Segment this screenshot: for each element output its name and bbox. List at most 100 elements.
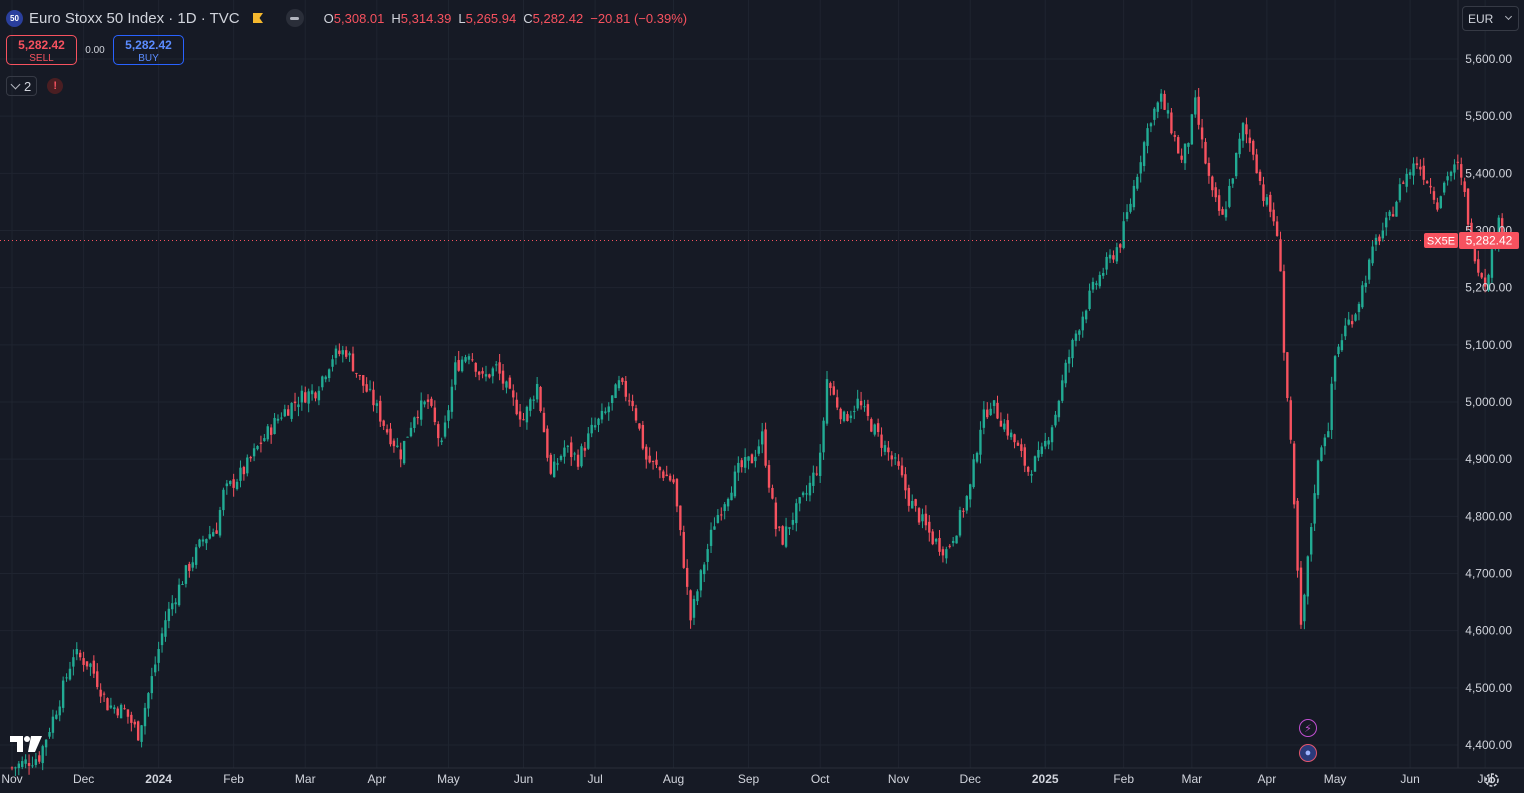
- candle: [1241, 121, 1245, 148]
- candle: [460, 356, 464, 373]
- candle: [1149, 122, 1153, 133]
- price-scale[interactable]: 5,600.005,500.005,400.005,300.005,200.00…: [1465, 52, 1512, 752]
- candle: [604, 407, 607, 415]
- candle: [34, 753, 38, 768]
- candle: [989, 402, 992, 417]
- candle: [409, 422, 413, 438]
- candle: [1108, 249, 1112, 264]
- candle: [1057, 399, 1061, 422]
- candle: [1245, 117, 1248, 144]
- candle: [171, 595, 174, 616]
- buy-label: BUY: [138, 52, 159, 64]
- candle: [665, 465, 668, 477]
- candle: [1354, 312, 1357, 322]
- warning-icon[interactable]: !: [47, 78, 64, 94]
- candle: [679, 505, 682, 536]
- sell-label: SELL: [29, 52, 54, 64]
- candle: [645, 444, 648, 469]
- flag-icon[interactable]: [252, 12, 264, 24]
- candle: [1292, 441, 1296, 509]
- index-badge: 50: [6, 9, 23, 27]
- sell-button[interactable]: 5,282.42 SELL: [6, 35, 77, 65]
- change-value: −20.81 (−0.39%): [590, 10, 688, 26]
- symbol-legend[interactable]: 50 Euro Stoxx 50 Index · 1D · TVC O5,308…: [6, 8, 687, 28]
- candle: [372, 381, 375, 412]
- candle: [1453, 159, 1456, 180]
- candle: [160, 627, 164, 653]
- candle: [136, 720, 140, 741]
- candle: [1020, 438, 1023, 458]
- ticker-tag: [1424, 233, 1458, 249]
- candle: [1217, 189, 1221, 216]
- candle: [675, 478, 679, 513]
- candle: [1310, 523, 1313, 562]
- candle: [542, 407, 546, 433]
- candle: [907, 484, 911, 512]
- price-tick-label: 5,100.00: [1465, 338, 1512, 352]
- buy-button[interactable]: 5,282.42 BUY: [113, 35, 184, 65]
- candle: [812, 465, 815, 494]
- candle: [1398, 178, 1402, 203]
- candle: [737, 456, 740, 481]
- candle: [375, 399, 379, 414]
- candle: [126, 709, 130, 724]
- candle: [1102, 267, 1105, 279]
- candle: [1388, 209, 1391, 221]
- candle: [314, 391, 317, 402]
- gear-icon[interactable]: [1483, 771, 1501, 789]
- candle: [443, 415, 447, 439]
- candle: [467, 353, 471, 365]
- candle: [924, 505, 928, 531]
- candle: [1333, 354, 1337, 390]
- candle: [822, 417, 825, 460]
- candle: [870, 417, 873, 433]
- chevron-down-icon: [1504, 12, 1513, 21]
- candle: [1159, 89, 1163, 109]
- candle: [655, 451, 658, 469]
- candle: [1490, 247, 1494, 284]
- candle: [1265, 194, 1269, 207]
- candle: [999, 412, 1003, 427]
- candle: [641, 420, 645, 451]
- lightning-icon[interactable]: ⚡: [1299, 719, 1317, 737]
- candle: [1480, 272, 1483, 280]
- candle: [1456, 154, 1460, 170]
- time-scale[interactable]: Nov Dec 2024 Feb Mar Apr May Jun Jul Aug Sep Oct Nov…: [1, 772, 1524, 786]
- candle: [392, 438, 396, 453]
- candle: [1136, 173, 1139, 191]
- candle: [1463, 177, 1466, 197]
- candle: [246, 454, 249, 477]
- hide-series-button[interactable]: [285, 9, 304, 27]
- candle: [685, 559, 689, 595]
- candle: [733, 465, 737, 499]
- currency-select[interactable]: EUR: [1462, 6, 1519, 31]
- candle: [1194, 90, 1197, 118]
- candle: [750, 453, 754, 464]
- time-tick-label: Apr: [1258, 772, 1277, 786]
- candle: [229, 480, 232, 487]
- candle: [518, 404, 522, 427]
- candle: [1125, 204, 1129, 222]
- tradingview-logo[interactable]: [10, 736, 42, 752]
- candle: [880, 427, 883, 457]
- symbol-title[interactable]: Euro Stoxx 50 Index · 1D · TVC: [29, 9, 240, 27]
- candle: [897, 454, 900, 470]
- candle: [1269, 191, 1272, 218]
- candle: [969, 483, 972, 508]
- indicators-toggle[interactable]: 2: [6, 76, 38, 96]
- candle: [454, 356, 457, 391]
- candle: [1357, 301, 1361, 321]
- candle: [795, 498, 798, 532]
- candle: [464, 354, 467, 364]
- candle: [781, 525, 784, 546]
- time-tick-label: Nov: [888, 772, 909, 786]
- candle: [287, 405, 290, 416]
- candle: [341, 345, 344, 363]
- economic-events-icon[interactable]: ●: [1299, 744, 1317, 762]
- candle: [338, 343, 341, 357]
- candle: [607, 402, 610, 421]
- candle: [651, 460, 655, 470]
- candle: [321, 375, 324, 391]
- candle: [249, 455, 252, 462]
